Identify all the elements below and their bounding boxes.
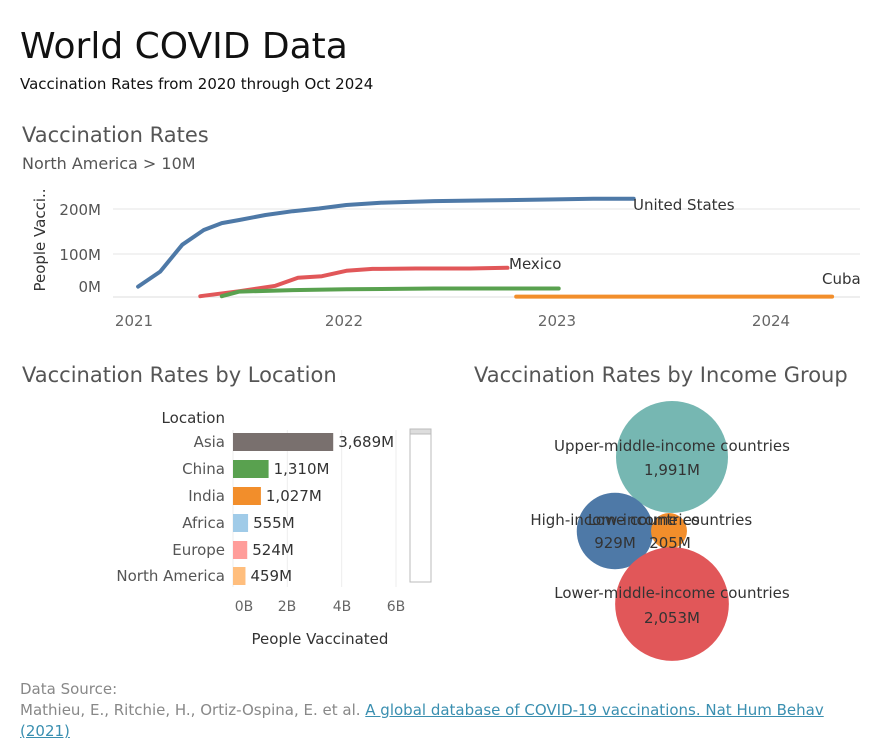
x-tick-label: 2022 — [325, 312, 363, 330]
bar-value-label: 1,310M — [274, 460, 330, 478]
data-source-label: Data Source: — [20, 680, 118, 698]
bubble-value-label: 929M — [594, 534, 636, 552]
citation-link[interactable]: A global database of COVID-19 vaccinatio… — [20, 701, 824, 740]
bubble-chart-title: Vaccination Rates by Income Group — [474, 363, 848, 387]
bar-category-label: China — [182, 460, 225, 478]
bubble-low-income-countries — [651, 513, 687, 549]
data-source-citation: Mathieu, E., Ritchie, H., Ortiz-Ospina, … — [20, 700, 850, 742]
x-tick-label: 4B — [333, 599, 352, 615]
bar-category-label: Asia — [194, 433, 225, 451]
x-tick-label: 2021 — [115, 312, 153, 330]
bar-north-america — [233, 567, 246, 585]
page-subtitle: Vaccination Rates from 2020 through Oct … — [20, 75, 374, 93]
series-end-label: Cuba — [822, 270, 861, 288]
bar-china — [233, 460, 269, 478]
bar-chart-title: Vaccination Rates by Location — [22, 363, 337, 387]
bubble-upper-middle-income-countries — [616, 401, 728, 513]
scrollbar-thumb[interactable] — [409, 428, 432, 435]
x-axis-label: People Vaccinated — [252, 630, 389, 648]
y-tick-label: 200M — [59, 201, 101, 219]
series-line-united-states — [136, 196, 636, 289]
y-axis-label: People Vacci.. — [31, 188, 49, 291]
bubble-lower-middle-income-countries — [615, 547, 729, 661]
bar-value-label: 524M — [252, 541, 294, 559]
bar-value-label: 555M — [253, 514, 295, 532]
bubble-value-label: 2,053M — [644, 609, 700, 627]
x-tick-label: 2B — [278, 599, 297, 615]
scrollbar-track[interactable] — [409, 428, 432, 583]
citation-authors: Mathieu, E., Ritchie, H., Ortiz-Ospina, … — [20, 701, 366, 719]
page-title: World COVID Data — [20, 26, 348, 67]
y-tick-label: 0M — [79, 278, 102, 296]
x-tick-label: 2023 — [538, 312, 576, 330]
bubble-value-label: 1,991M — [644, 461, 700, 479]
x-tick-label: 6B — [387, 599, 406, 615]
bar-chart[interactable]: Location Asia 3,689M China 1,310M India 1,027M… — [0, 395, 450, 660]
series-end-label: Mexico — [509, 255, 561, 273]
x-tick-label: 0B — [235, 599, 254, 615]
bar-europe — [233, 541, 248, 559]
bubble-value-label: 205M — [649, 534, 691, 552]
bar-category-label: India — [188, 487, 225, 505]
bar-value-label: 3,689M — [338, 433, 394, 451]
bubble-chart[interactable]: Upper-middle-income countries 1,991M High-… — [450, 395, 870, 670]
bar-africa — [233, 514, 249, 532]
series-line-unlabeled — [219, 286, 561, 299]
legend-title: Location — [162, 409, 225, 427]
bar-india — [233, 487, 261, 505]
bar-category-label: Africa — [182, 514, 225, 532]
bar-value-label: 1,027M — [266, 487, 322, 505]
bubble-name-label: Low-income countries — [588, 511, 753, 529]
y-tick-label: 100M — [59, 246, 101, 264]
line-chart-filter-label: North America > 10M — [22, 154, 196, 173]
x-tick-label: 2024 — [752, 312, 790, 330]
bar-category-label: Europe — [172, 541, 225, 559]
line-chart[interactable]: 0M 100M 200M People Vacci.. 2021 2022 2023 2024… — [0, 180, 876, 340]
series-end-label: United States — [633, 196, 735, 214]
bubble-name-label: High-income countries — [530, 511, 699, 529]
series-line-mexico — [198, 265, 510, 299]
bubble-name-label: Upper-middle-income countries — [554, 437, 790, 455]
bar-category-label: North America — [116, 567, 225, 585]
bar-value-label: 459M — [250, 567, 292, 585]
bubble-high-income-countries — [576, 492, 654, 570]
bubble-name-label: Lower-middle-income countries — [554, 584, 790, 602]
line-chart-title: Vaccination Rates — [22, 123, 209, 147]
bar-asia — [233, 433, 334, 451]
